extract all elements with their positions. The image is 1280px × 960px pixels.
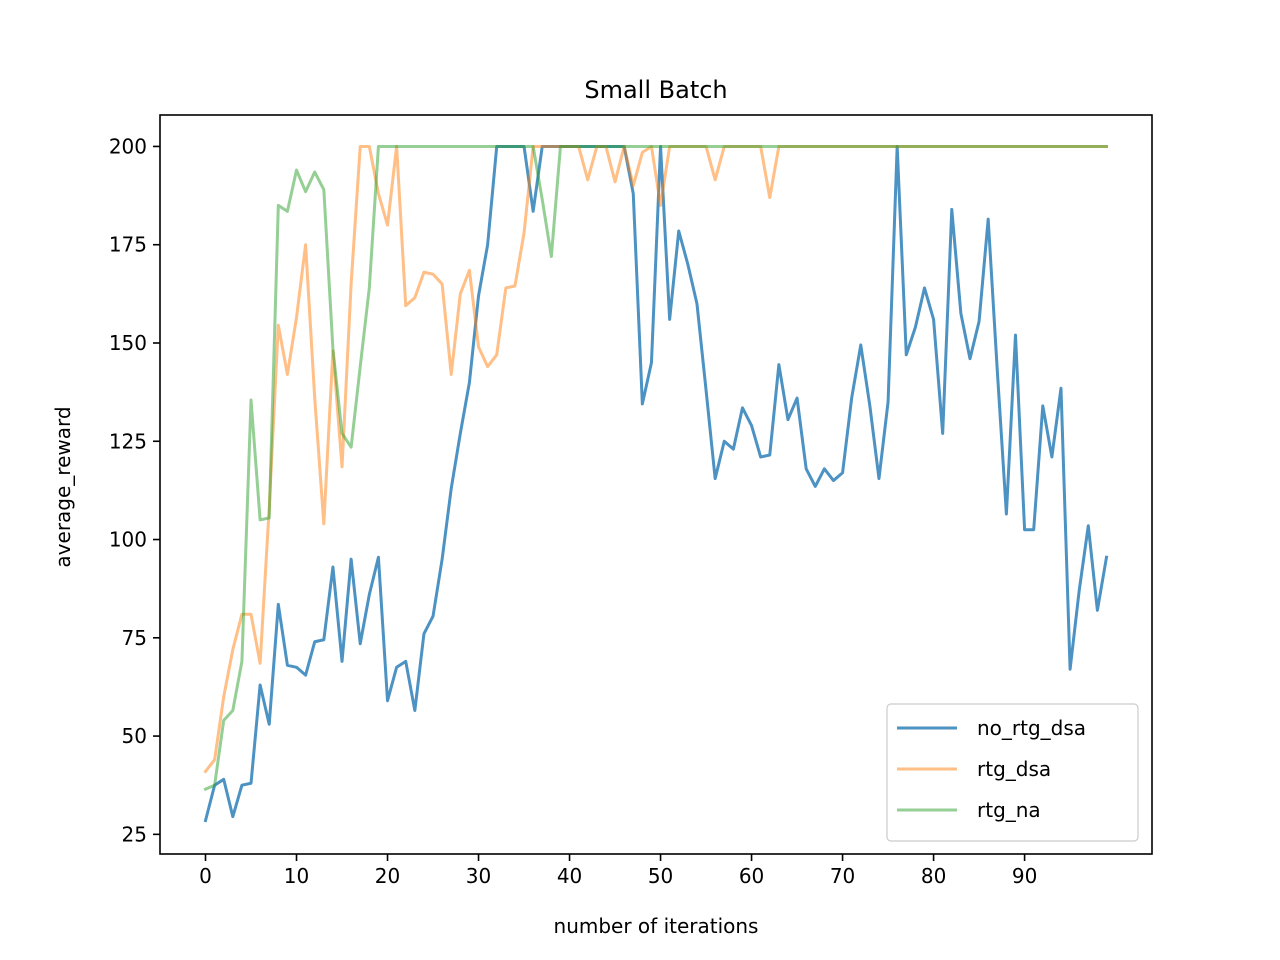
legend-items: no_rtg_dsa rtg_dsa rtg_na [897,716,1086,822]
y-tick-label: 25 [122,822,147,846]
y-tick-label: 100 [109,528,147,552]
chart-title: Small Batch [584,76,727,104]
x-axis-label: number of iterations [554,914,759,938]
x-tick-label: 80 [921,864,946,888]
series-line-rtg-na [203,144,1108,792]
x-tick-label: 0 [199,864,212,888]
x-tick-label: 30 [466,864,491,888]
y-tick-label: 125 [109,429,147,453]
legend-box [886,703,1139,842]
series-layer [203,144,1109,823]
x-tick-label: 10 [284,864,309,888]
y-axis-label: average_reward [51,406,75,567]
y-tick-label: 50 [122,724,147,748]
legend-label-no-rtg-dsa: no_rtg_dsa [977,716,1086,740]
plot-area-frame [159,114,1153,855]
y-tick-label: 75 [122,626,147,650]
y-axis-ticks: 25 50 75 100 125 150 175 200 [109,134,160,846]
x-axis-ticks: 0 10 20 30 40 50 60 70 80 90 [199,854,1037,888]
x-tick-label: 60 [739,864,764,888]
y-tick-label: 150 [109,331,147,355]
x-tick-label: 20 [375,864,400,888]
legend-label-rtg-na: rtg_na [977,798,1041,822]
x-tick-label: 70 [830,864,855,888]
x-tick-label: 90 [1012,864,1037,888]
series-line-no-rtg-dsa [203,144,1109,823]
legend: no_rtg_dsa rtg_dsa rtg_na [886,703,1139,842]
legend-label-rtg-dsa: rtg_dsa [977,757,1051,781]
x-tick-label: 50 [648,864,673,888]
x-tick-label: 40 [557,864,582,888]
y-tick-label: 200 [109,134,147,158]
y-tick-label: 175 [109,233,147,257]
